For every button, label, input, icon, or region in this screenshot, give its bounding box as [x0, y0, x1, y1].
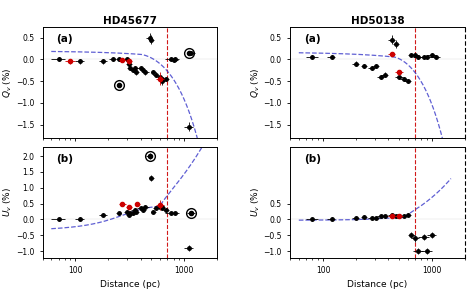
Y-axis label: $U_v$ (%): $U_v$ (%)	[249, 187, 262, 217]
Y-axis label: $Q_v$ (%): $Q_v$ (%)	[249, 67, 262, 97]
Text: (a): (a)	[304, 34, 321, 44]
Title: HD45677: HD45677	[103, 16, 157, 26]
X-axis label: Distance (pc): Distance (pc)	[100, 280, 160, 289]
X-axis label: Distance (pc): Distance (pc)	[347, 280, 408, 289]
Y-axis label: $U_v$ (%): $U_v$ (%)	[2, 187, 14, 217]
Y-axis label: $Q_v$ (%): $Q_v$ (%)	[2, 67, 14, 97]
Title: HD50138: HD50138	[351, 16, 404, 26]
Text: (b): (b)	[56, 154, 73, 164]
Text: (b): (b)	[304, 154, 321, 164]
Text: (a): (a)	[56, 34, 73, 44]
